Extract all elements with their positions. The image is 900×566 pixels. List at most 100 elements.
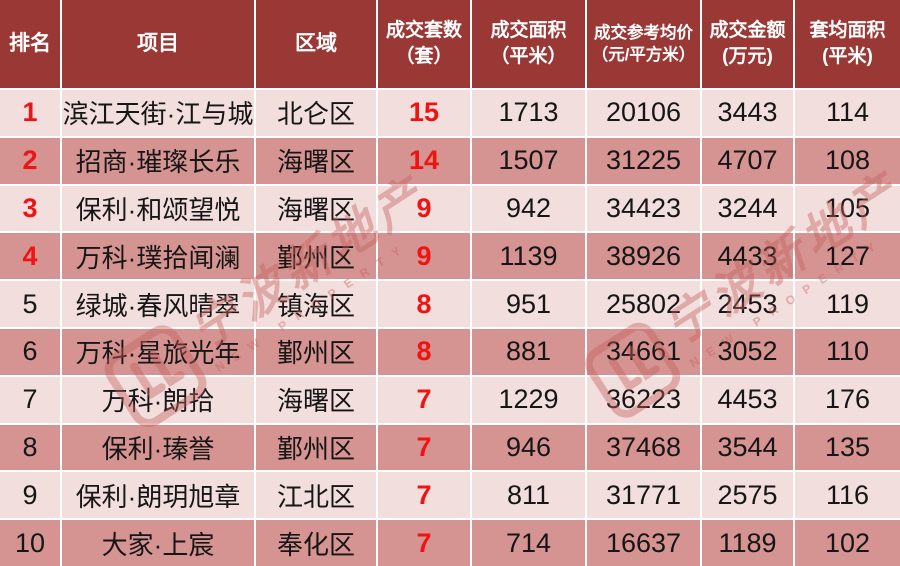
column-header-label: 项目 (137, 31, 179, 55)
cell-rank: 4 (0, 233, 60, 280)
column-header-amount: 成交金额 (万元) (702, 0, 793, 88)
cell-area: 951 (472, 281, 585, 327)
cell-units: 7 (378, 424, 470, 471)
cell-rank: 6 (0, 328, 60, 375)
cell-amount: 4707 (702, 137, 793, 184)
cell-avg_price: 16637 (587, 520, 700, 566)
cell-project: 招商·璀璨长乐 (62, 137, 254, 184)
cell-area: 946 (472, 424, 585, 471)
cell-avg_price: 34661 (587, 328, 700, 375)
cell-avg_area: 116 (795, 472, 900, 519)
cell-units: 9 (378, 233, 470, 280)
cell-district: 北仑区 (256, 90, 376, 136)
cell-units: 8 (378, 281, 470, 327)
cell-avg_price: 34423 (587, 185, 700, 232)
column-header-units: 成交套数 （套） (378, 0, 470, 88)
cell-avg_area: 110 (795, 328, 900, 375)
cell-avg_area: 114 (795, 90, 900, 136)
cell-area: 1229 (472, 376, 585, 423)
column-header-sublabel: （平米） (490, 46, 567, 67)
cell-district: 江北区 (256, 472, 376, 519)
column-header-project: 项目 (62, 0, 254, 88)
column-header-label: 成交金额 (709, 20, 786, 42)
cell-area: 1507 (472, 137, 585, 184)
cell-amount: 3052 (702, 328, 793, 375)
cell-district: 鄞州区 (256, 328, 376, 375)
cell-avg_area: 108 (795, 137, 900, 184)
cell-area: 881 (472, 328, 585, 375)
cell-avg_price: 38926 (587, 233, 700, 280)
cell-district: 鄞州区 (256, 233, 376, 280)
cell-rank: 3 (0, 185, 60, 232)
cell-project: 大家·上宸 (62, 520, 254, 566)
cell-district: 海曙区 (256, 376, 376, 423)
cell-project: 滨江天街·江与城 (62, 90, 254, 136)
cell-avg_area: 127 (795, 233, 900, 280)
cell-amount: 3244 (702, 185, 793, 232)
cell-avg_area: 102 (795, 520, 900, 566)
cell-amount: 3443 (702, 90, 793, 136)
cell-units: 7 (378, 472, 470, 519)
column-header-label: 区域 (295, 31, 337, 55)
cell-avg_price: 31225 (587, 137, 700, 184)
column-header-sublabel: （元/平方米） (591, 46, 696, 64)
cell-project: 保利·瑧誉 (62, 424, 254, 471)
cell-amount: 4453 (702, 376, 793, 423)
cell-district: 镇海区 (256, 281, 376, 327)
column-header-avg-price: 成交参考均价 （元/平方米） (587, 0, 700, 88)
cell-avg_price: 20106 (587, 90, 700, 136)
column-header-district: 区域 (256, 0, 376, 88)
cell-amount: 2575 (702, 472, 793, 519)
cell-rank: 10 (0, 520, 60, 566)
cell-amount: 2453 (702, 281, 793, 327)
cell-units: 15 (378, 90, 470, 136)
cell-project: 绿城·春风晴翠 (62, 281, 254, 327)
cell-district: 鄞州区 (256, 424, 376, 471)
column-header-sublabel: （套） (395, 46, 453, 67)
cell-project: 万科·朗拾 (62, 376, 254, 423)
cell-amount: 1189 (702, 520, 793, 566)
column-header-avg-area: 套均面积 (平米) (795, 0, 900, 88)
cell-area: 714 (472, 520, 585, 566)
column-header-label: 成交套数 (385, 20, 462, 42)
cell-rank: 2 (0, 137, 60, 184)
column-header-area: 成交面积 （平米） (472, 0, 585, 88)
column-header-label: 成交参考均价 (594, 23, 693, 42)
column-header-label: 套均面积 (809, 20, 886, 42)
cell-avg_area: 135 (795, 424, 900, 471)
cell-units: 9 (378, 185, 470, 232)
column-header-label: 排名 (9, 31, 51, 55)
cell-units: 14 (378, 137, 470, 184)
cell-amount: 3544 (702, 424, 793, 471)
cell-project: 万科·星旅光年 (62, 328, 254, 375)
cell-project: 保利·朗玥旭章 (62, 472, 254, 519)
cell-district: 海曙区 (256, 185, 376, 232)
cell-units: 7 (378, 520, 470, 566)
cell-area: 811 (472, 472, 585, 519)
cell-amount: 4433 (702, 233, 793, 280)
cell-rank: 8 (0, 424, 60, 471)
cell-area: 1139 (472, 233, 585, 280)
cell-avg_area: 105 (795, 185, 900, 232)
column-header-sublabel: (万元) (722, 46, 773, 67)
cell-rank: 7 (0, 376, 60, 423)
cell-rank: 1 (0, 90, 60, 136)
cell-avg_price: 31771 (587, 472, 700, 519)
cell-avg_price: 36223 (587, 376, 700, 423)
cell-avg_area: 119 (795, 281, 900, 327)
column-header-rank: 排名 (0, 0, 60, 88)
cell-area: 942 (472, 185, 585, 232)
cell-rank: 9 (0, 472, 60, 519)
cell-district: 奉化区 (256, 520, 376, 566)
cell-district: 海曙区 (256, 137, 376, 184)
cell-units: 8 (378, 328, 470, 375)
cell-units: 7 (378, 376, 470, 423)
cell-project: 保利·和颂望悦 (62, 185, 254, 232)
column-header-sublabel: (平米) (822, 46, 873, 67)
cell-project: 万科·璞拾闻澜 (62, 233, 254, 280)
column-header-label: 成交面积 (490, 20, 567, 42)
cell-avg_price: 25802 (587, 281, 700, 327)
cell-rank: 5 (0, 281, 60, 327)
